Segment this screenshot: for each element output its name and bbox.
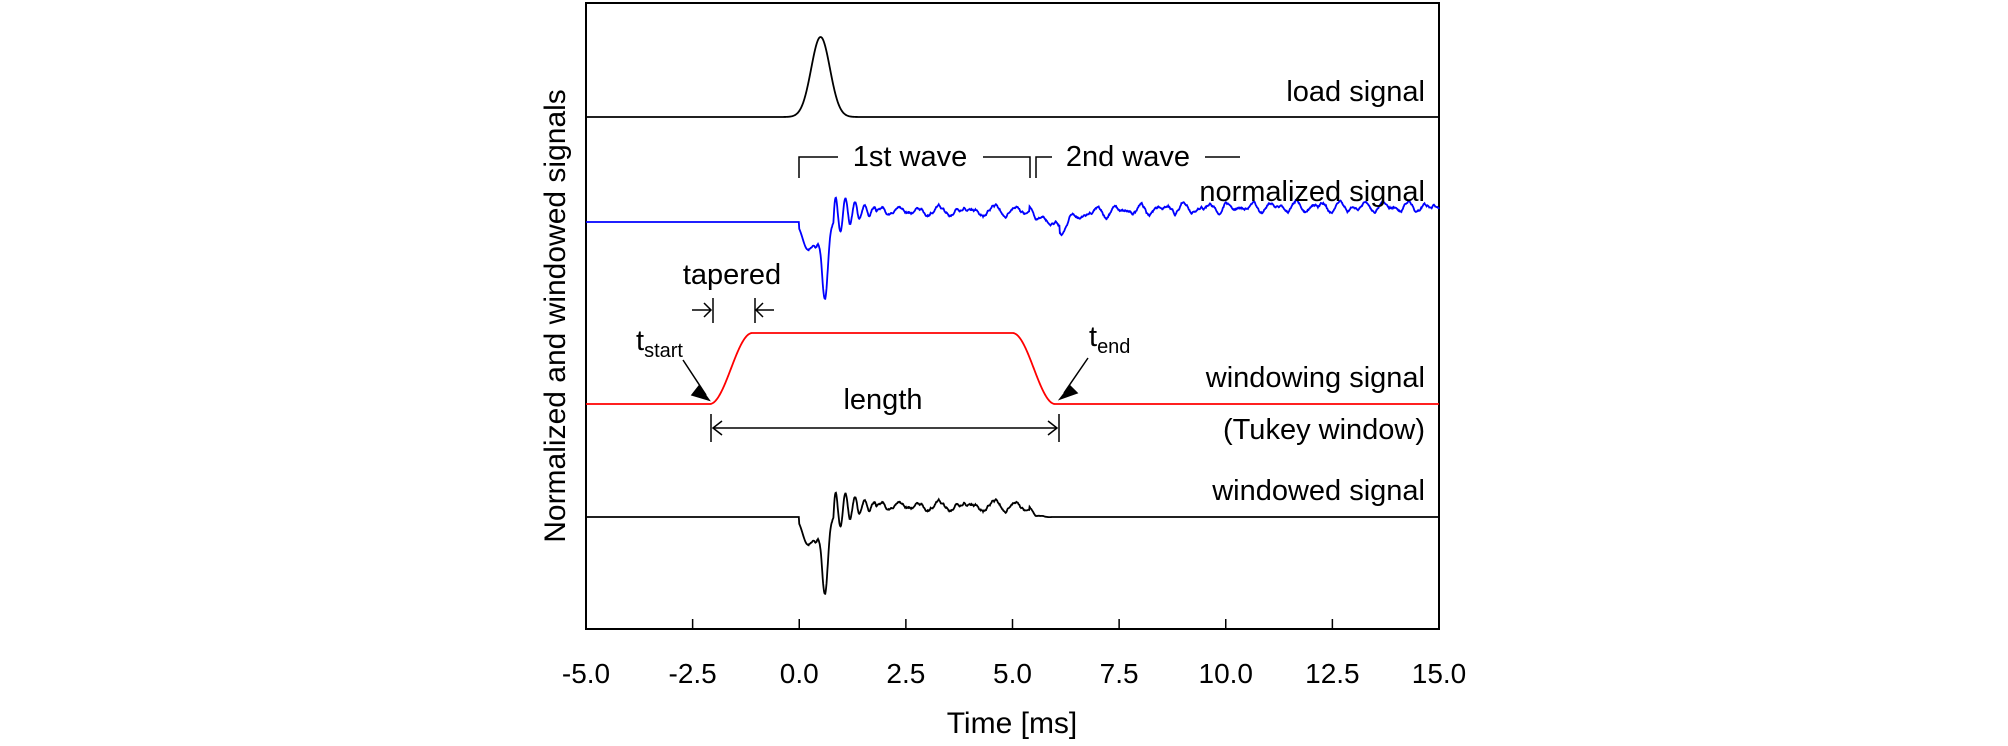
second-wave-bracket bbox=[1035, 156, 1240, 178]
load-signal-label: load signal bbox=[1286, 76, 1425, 108]
windowing-signal-trace bbox=[586, 332, 1439, 405]
x-tick-label: -2.5 bbox=[669, 658, 717, 689]
first-wave-bracket bbox=[798, 156, 1031, 178]
y-axis-title: Normalized and windowed signals bbox=[539, 89, 572, 543]
t-start-arrow bbox=[682, 359, 711, 402]
x-axis-ticks bbox=[585, 619, 1440, 629]
second-wave-label: 2nd wave bbox=[1066, 141, 1190, 173]
t-end-arrow bbox=[1057, 357, 1089, 401]
x-tick-label: 0.0 bbox=[780, 658, 819, 689]
tapered-label: tapered bbox=[683, 259, 781, 291]
signal-traces bbox=[586, 36, 1440, 595]
x-tick-label: 2.5 bbox=[886, 658, 925, 689]
windowed-signal-label: windowed signal bbox=[1211, 475, 1425, 507]
x-axis-title: Time [ms] bbox=[947, 707, 1078, 740]
length-dimension bbox=[710, 414, 1060, 442]
x-tick-label: -5.0 bbox=[562, 658, 610, 689]
x-axis-tick-labels: -5.0 -2.5 0.0 2.5 5.0 7.5 10.0 12.5 15.0 bbox=[562, 658, 1466, 689]
x-tick-label: 12.5 bbox=[1305, 658, 1360, 689]
x-tick-label: 7.5 bbox=[1100, 658, 1139, 689]
x-tick-label: 10.0 bbox=[1199, 658, 1254, 689]
t-start-label: tstart bbox=[636, 325, 683, 362]
windowed-signal-trace bbox=[586, 491, 1439, 595]
first-wave-label: 1st wave bbox=[853, 141, 967, 173]
t-end-label: tend bbox=[1089, 321, 1130, 358]
normalized-signal-label: normalized signal bbox=[1199, 176, 1425, 208]
load-signal-trace bbox=[586, 36, 1439, 118]
tukey-window-label: (Tukey window) bbox=[1223, 414, 1425, 446]
x-tick-label: 15.0 bbox=[1412, 658, 1467, 689]
length-label: length bbox=[843, 384, 922, 416]
tapered-marker bbox=[692, 298, 774, 323]
normalized-signal-trace bbox=[586, 196, 1440, 300]
x-tick-label: 5.0 bbox=[993, 658, 1032, 689]
windowing-signal-label: windowing signal bbox=[1205, 362, 1425, 394]
